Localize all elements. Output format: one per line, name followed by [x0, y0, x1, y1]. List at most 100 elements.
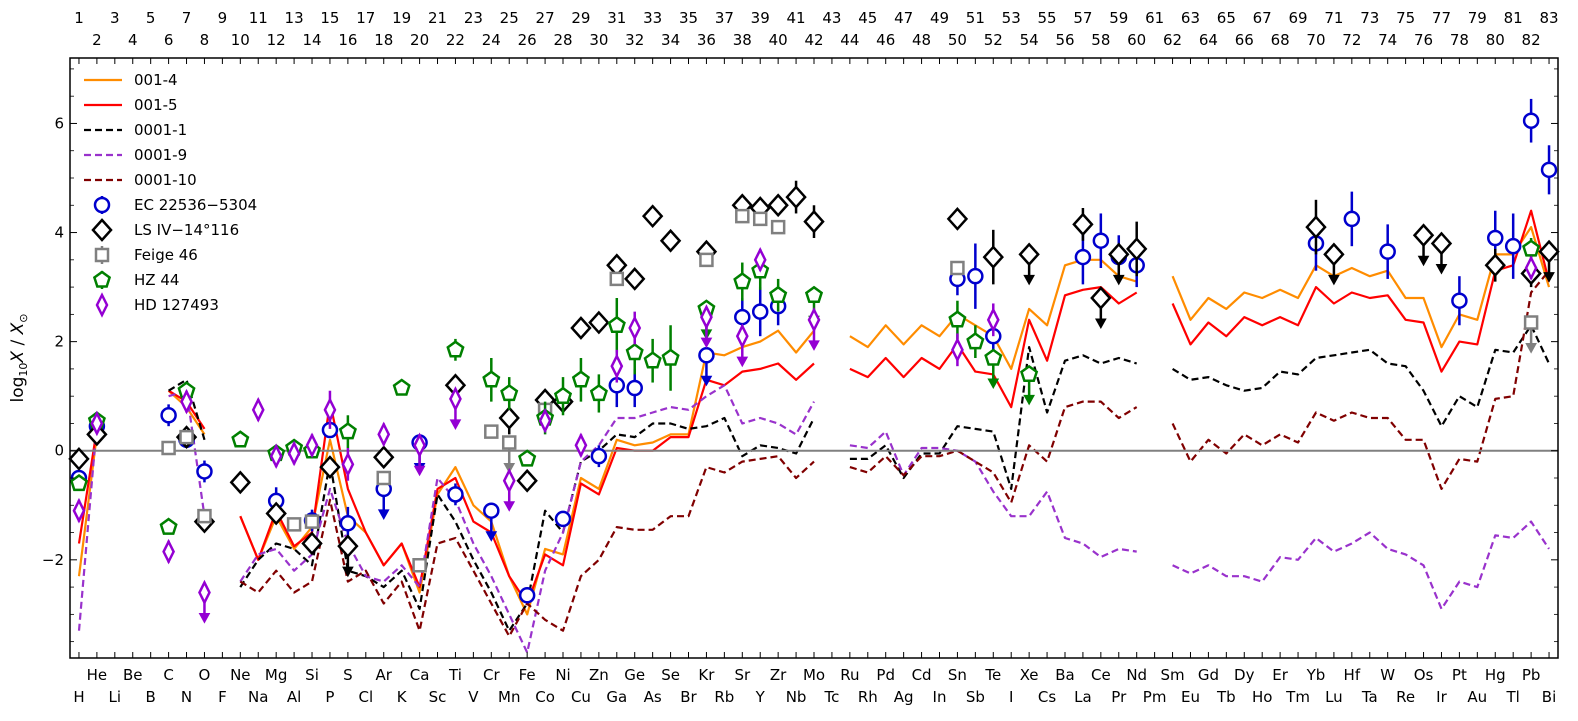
- element-label-sr: Sr: [734, 666, 751, 684]
- atomic-number-label-38: 38: [733, 31, 752, 49]
- element-label-br: Br: [680, 688, 697, 706]
- data-point-hd-127493-na: [251, 397, 265, 423]
- model-line-0001-9: [77, 384, 1550, 654]
- element-label-ni: Ni: [555, 666, 570, 684]
- data-point-feige-46-o: [197, 508, 212, 524]
- atomic-number-label-7: 7: [182, 9, 192, 27]
- upper-limit-arrow-hz-44-xe: [1023, 394, 1035, 406]
- atomic-number-label-10: 10: [231, 31, 250, 49]
- data-point-ls-iv-14-116-ne: [229, 470, 251, 495]
- upper-limit-arrow-feige-46-pb: [1525, 343, 1537, 354]
- element-label-ba: Ba: [1055, 666, 1074, 684]
- upper-limit-arrow-hd-127493-mn: [503, 501, 516, 512]
- data-point-feige-46-ga: [609, 271, 625, 287]
- element-label-he: He: [87, 666, 108, 684]
- atomic-number-label-79: 79: [1468, 9, 1487, 27]
- atomic-number-label-58: 58: [1091, 31, 1110, 49]
- upper-limit-arrow-ls-iv-14-116-os: [1417, 255, 1430, 267]
- legend-label-0001-1: 0001-1: [134, 121, 187, 139]
- atomic-number-label-76: 76: [1414, 31, 1433, 49]
- atomic-number-label-54: 54: [1020, 31, 1039, 49]
- element-label-mo: Mo: [803, 666, 825, 684]
- atomic-number-label-47: 47: [894, 9, 913, 27]
- element-label-mn: Mn: [498, 688, 520, 706]
- data-point-hz-44-ge: [625, 342, 644, 361]
- data-point-hd-127493-he: [90, 410, 104, 437]
- data-point-ls-iv-14-116-mg: [265, 501, 287, 526]
- atomic-number-label-44: 44: [840, 31, 859, 49]
- atomic-number-label-21: 21: [428, 9, 447, 27]
- marker-series-feige-46: [161, 208, 1539, 573]
- upper-limit-arrow-ls-iv-14-116-ce: [1094, 318, 1107, 330]
- data-point-feige-46-ar: [376, 470, 391, 486]
- element-label-la: La: [1074, 688, 1092, 706]
- element-label-cr: Cr: [483, 666, 500, 684]
- atomic-number-label-81: 81: [1504, 9, 1523, 27]
- data-point-hz-44-fe: [518, 449, 537, 467]
- data-point-hd-127493-h: [72, 497, 86, 524]
- legend-marker-hz-44: [92, 270, 112, 288]
- data-point-feige-46-mn: [501, 435, 517, 450]
- atomic-number-label-36: 36: [697, 31, 716, 49]
- data-point-ec-22536-5304-ge: [626, 379, 643, 397]
- data-point-ls-iv-14-116-mo: [803, 209, 825, 234]
- y-axis-label-x1: X: [8, 351, 28, 364]
- data-point-hz-44-mn: [500, 383, 519, 402]
- atomic-number-label-11: 11: [249, 9, 268, 27]
- element-label-sc: Sc: [429, 688, 447, 706]
- atomic-number-label-71: 71: [1324, 9, 1343, 27]
- legend-item-001-5: 001-5: [84, 96, 178, 114]
- data-point-hz-44-xe: [1020, 364, 1039, 383]
- atomic-number-label-72: 72: [1342, 31, 1361, 49]
- data-point-ls-iv-14-116-p: [319, 455, 341, 479]
- atomic-number-label-78: 78: [1450, 31, 1469, 49]
- data-point-ls-iv-14-116-h: [68, 447, 90, 471]
- atomic-number-label-32: 32: [625, 31, 644, 49]
- element-label-sn: Sn: [948, 666, 967, 684]
- atomic-number-label-23: 23: [464, 9, 483, 27]
- data-point-hd-127493-mg: [269, 443, 283, 469]
- data-point-ls-iv-14-116-fe: [516, 468, 538, 493]
- y-axis-label-log: log: [8, 377, 28, 403]
- upper-limit-arrow-ls-iv-14-116-ir: [1435, 263, 1448, 275]
- upper-limit-arrow-hd-127493-sr: [736, 356, 749, 368]
- data-point-feige-46-sr: [735, 208, 750, 224]
- data-point-hd-127493-mo: [807, 307, 821, 333]
- atomic-number-label-18: 18: [374, 31, 393, 49]
- data-point-feige-46-al: [286, 517, 302, 532]
- data-point-hd-127493-ga: [610, 353, 624, 379]
- marker-series-hz-44: [69, 238, 1541, 535]
- element-label-pr: Pr: [1111, 688, 1127, 706]
- element-label-dy: Dy: [1234, 666, 1255, 684]
- atomic-number-label-20: 20: [410, 31, 429, 49]
- element-label-o: O: [199, 666, 211, 684]
- upper-limit-arrow-hd-127493-o: [198, 613, 211, 624]
- data-point-ls-iv-14-116-bi: [1538, 239, 1560, 264]
- atomic-number-label-75: 75: [1396, 9, 1415, 27]
- element-label-se: Se: [661, 666, 680, 684]
- legend-label-0001-9: 0001-9: [134, 146, 187, 164]
- element-label-f: F: [218, 688, 227, 706]
- upper-limit-arrow-ls-iv-14-116-s: [342, 566, 354, 578]
- element-label-al: Al: [287, 688, 301, 706]
- element-label-in: In: [933, 688, 947, 706]
- legend-item-001-4: 001-4: [84, 71, 178, 89]
- data-point-hz-44-mo: [804, 285, 824, 303]
- data-point-hz-44-ti: [446, 340, 465, 358]
- legend-label-001-5: 001-5: [134, 96, 178, 114]
- data-point-feige-46-zr: [770, 219, 786, 235]
- atomic-number-label-62: 62: [1163, 31, 1182, 49]
- y-axis-label-slash: /: [8, 334, 28, 351]
- atomic-number-label-46: 46: [876, 31, 895, 49]
- element-label-tl: Tl: [1506, 688, 1520, 706]
- data-point-ec-22536-5304-s: [339, 515, 357, 532]
- element-label-re: Re: [1396, 688, 1415, 706]
- legend-item-feige-46: Feige 46: [94, 246, 198, 264]
- element-label-kr: Kr: [698, 666, 715, 684]
- atomic-number-label-68: 68: [1271, 31, 1290, 49]
- element-label-cd: Cd: [912, 666, 932, 684]
- upper-limit-arrow-hd-127493-kr: [700, 337, 713, 349]
- atomic-number-label-16: 16: [338, 31, 357, 49]
- atomic-number-label-51: 51: [966, 9, 985, 27]
